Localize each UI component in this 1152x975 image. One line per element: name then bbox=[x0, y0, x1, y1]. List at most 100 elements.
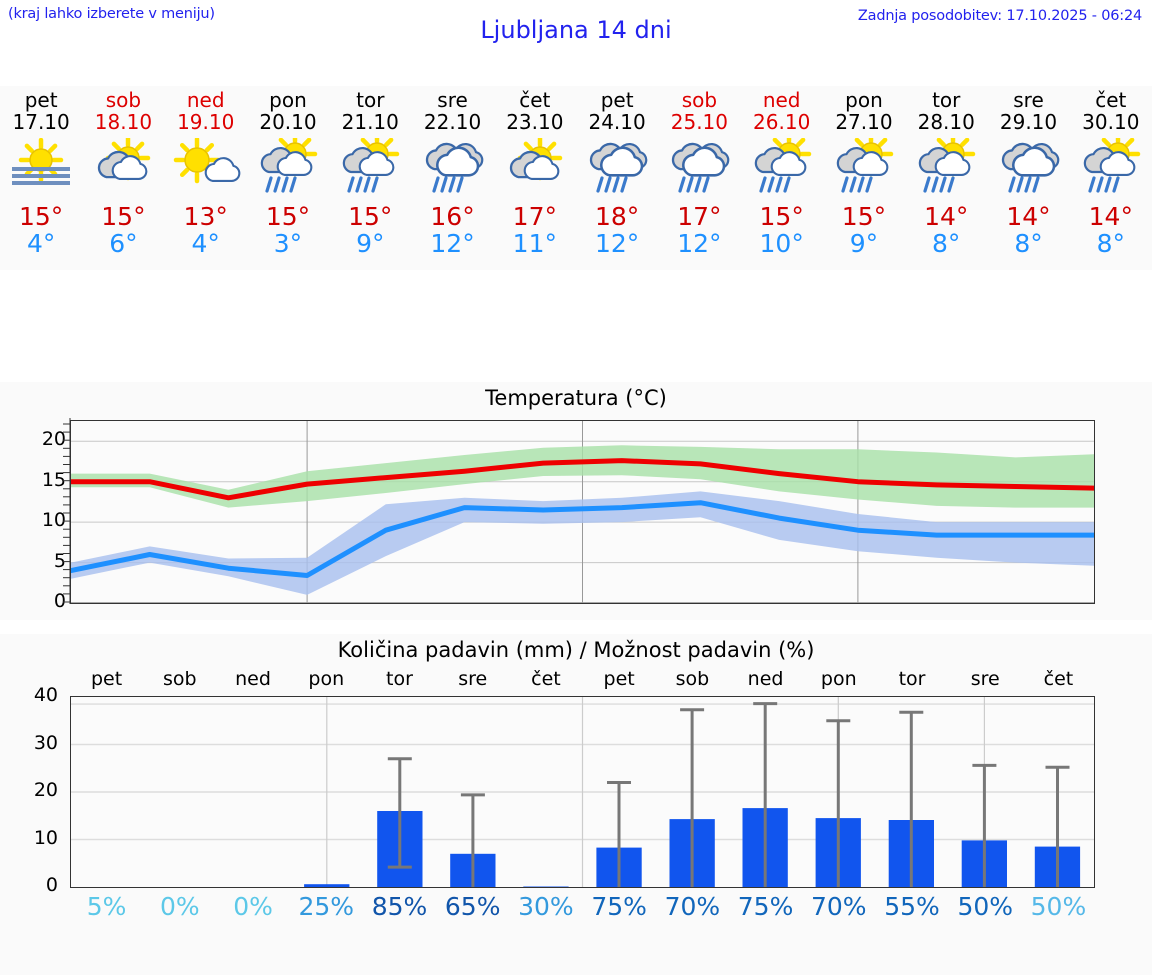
day-max-temp: 15° bbox=[265, 202, 311, 231]
day-max-temp: 15° bbox=[348, 202, 393, 231]
day-date: 30.10 bbox=[1082, 110, 1140, 134]
day-min-temp: 12° bbox=[430, 229, 475, 258]
precipitation-y-tick: 0 bbox=[45, 874, 58, 896]
day-max-temp: 13° bbox=[183, 202, 228, 231]
day-name: pon bbox=[845, 88, 883, 112]
precipitation-chart-panel: Količina padavin (mm) / Možnost padavin … bbox=[0, 634, 1152, 975]
last-update-label: Zadnja posodobitev: 17.10.2025 - 06:24 bbox=[857, 8, 1142, 24]
sun-cloud-rain-icon bbox=[743, 138, 821, 196]
sun-cloud-icon bbox=[84, 138, 162, 196]
sun-cloud-rain-icon bbox=[1072, 138, 1150, 196]
day-column[interactable]: sre 29.10 14° 8° bbox=[987, 86, 1069, 270]
precipitation-day-label: ned bbox=[747, 668, 784, 690]
sun-cloud-icon bbox=[496, 138, 574, 196]
location-menu-note[interactable]: (kraj lahko izberete v meniju) bbox=[8, 6, 215, 22]
precipitation-day-label: sre bbox=[458, 668, 488, 690]
sun-smallcloud-icon bbox=[167, 138, 245, 196]
sun-cloud-rain-icon bbox=[331, 138, 409, 196]
precipitation-day-label: sob bbox=[675, 668, 710, 690]
day-min-temp: 3° bbox=[273, 229, 303, 258]
precipitation-day-label: tor bbox=[898, 668, 926, 690]
day-column[interactable]: ned 26.10 15° 10° bbox=[741, 86, 823, 270]
day-min-temp: 10° bbox=[759, 229, 804, 258]
daily-forecast-strip: pet 17.10 15° 4° sob 18.10 15° 6° ned 19.10 13° 4… bbox=[0, 86, 1152, 270]
day-max-temp: 14° bbox=[1088, 202, 1133, 231]
day-column[interactable]: čet 30.10 14° 8° bbox=[1070, 86, 1152, 270]
day-date: 17.10 bbox=[12, 110, 70, 134]
day-column[interactable]: pon 20.10 15° 3° bbox=[247, 86, 329, 270]
temperature-y-tick: 5 bbox=[53, 549, 66, 572]
day-column[interactable]: sre 22.10 16° 12° bbox=[411, 86, 493, 270]
temperature-y-tick: 20 bbox=[41, 428, 66, 451]
day-max-temp: 14° bbox=[1006, 202, 1051, 231]
precipitation-day-label: čet bbox=[531, 668, 561, 690]
cloud-rain-icon bbox=[660, 138, 738, 196]
precipitation-probability: 0% bbox=[233, 892, 273, 921]
day-date: 19.10 bbox=[177, 110, 235, 134]
sun-cloud-rain-icon bbox=[825, 138, 903, 196]
precipitation-day-label: ned bbox=[235, 668, 271, 690]
day-max-temp: 15° bbox=[841, 202, 887, 231]
day-date: 20.10 bbox=[259, 110, 317, 134]
day-min-temp: 12° bbox=[594, 229, 640, 258]
day-max-temp: 15° bbox=[759, 202, 804, 231]
day-column[interactable]: ned 19.10 13° 4° bbox=[165, 86, 247, 270]
day-date: 27.10 bbox=[835, 110, 893, 134]
day-date: 29.10 bbox=[999, 110, 1058, 134]
sun-cloud-rain-icon bbox=[907, 138, 985, 196]
day-date: 23.10 bbox=[506, 110, 564, 134]
day-max-temp: 18° bbox=[594, 202, 640, 231]
day-column[interactable]: tor 28.10 14° 8° bbox=[905, 86, 987, 270]
day-date: 21.10 bbox=[341, 110, 399, 134]
day-date: 18.10 bbox=[94, 110, 153, 134]
day-min-temp: 12° bbox=[677, 229, 722, 258]
precipitation-probability: 75% bbox=[737, 892, 794, 921]
day-column[interactable]: pon 27.10 15° 9° bbox=[823, 86, 905, 270]
sun-fog-icon bbox=[2, 138, 80, 196]
day-max-temp: 15° bbox=[18, 202, 64, 231]
day-date: 24.10 bbox=[588, 110, 646, 134]
day-date: 28.10 bbox=[917, 110, 975, 134]
day-date: 25.10 bbox=[670, 110, 729, 134]
day-name: tor bbox=[356, 88, 385, 112]
precipitation-chart-title: Količina padavin (mm) / Možnost padavin … bbox=[337, 638, 815, 662]
day-column[interactable]: čet 23.10 17° 11° bbox=[494, 86, 576, 270]
precipitation-probability: 85% bbox=[371, 892, 428, 921]
day-name: sre bbox=[437, 88, 468, 112]
precipitation-probability: 50% bbox=[1030, 892, 1087, 921]
precipitation-probability: 55% bbox=[884, 892, 940, 921]
day-column[interactable]: tor 21.10 15° 9° bbox=[329, 86, 411, 270]
day-min-temp: 9° bbox=[356, 229, 385, 258]
temperature-y-tick: 10 bbox=[41, 509, 66, 532]
precipitation-day-label: čet bbox=[1043, 668, 1074, 690]
day-date: 22.10 bbox=[423, 110, 482, 134]
day-name: sre bbox=[1013, 88, 1044, 112]
day-name: ned bbox=[186, 88, 225, 112]
day-max-temp: 16° bbox=[430, 202, 475, 231]
day-min-temp: 9° bbox=[849, 229, 879, 258]
day-name: sob bbox=[681, 88, 718, 112]
day-min-temp: 8° bbox=[1014, 229, 1043, 258]
temperature-svg bbox=[68, 421, 1097, 604]
day-name: sob bbox=[105, 88, 142, 112]
day-column[interactable]: pet 17.10 15° 4° bbox=[0, 86, 82, 270]
day-min-temp: 8° bbox=[1096, 229, 1125, 258]
day-column[interactable]: sob 25.10 17° 12° bbox=[658, 86, 740, 270]
precipitation-plot-area bbox=[70, 696, 1095, 888]
precipitation-day-label: tor bbox=[386, 668, 413, 690]
precipitation-svg bbox=[71, 697, 1094, 888]
precipitation-day-labels: pet sob ned pon tor sre čet pet sob ned pon tor sre č… bbox=[70, 668, 1095, 690]
day-name: ned bbox=[762, 88, 801, 112]
day-name: pon bbox=[269, 88, 307, 112]
day-column[interactable]: pet 24.10 18° 12° bbox=[576, 86, 658, 270]
precipitation-probability-row: 5% 0% 0% 25% 85% 65% 30% 75% 70% 75% 70% 55% 50% 50% bbox=[70, 892, 1095, 921]
day-name: čet bbox=[1095, 88, 1127, 112]
cloud-rain-icon bbox=[578, 138, 656, 196]
cloud-rain-icon bbox=[414, 138, 492, 196]
day-max-temp: 17° bbox=[677, 202, 722, 231]
day-column[interactable]: sob 18.10 15° 6° bbox=[82, 86, 164, 270]
precipitation-probability: 5% bbox=[86, 892, 127, 921]
day-name: tor bbox=[932, 88, 961, 112]
